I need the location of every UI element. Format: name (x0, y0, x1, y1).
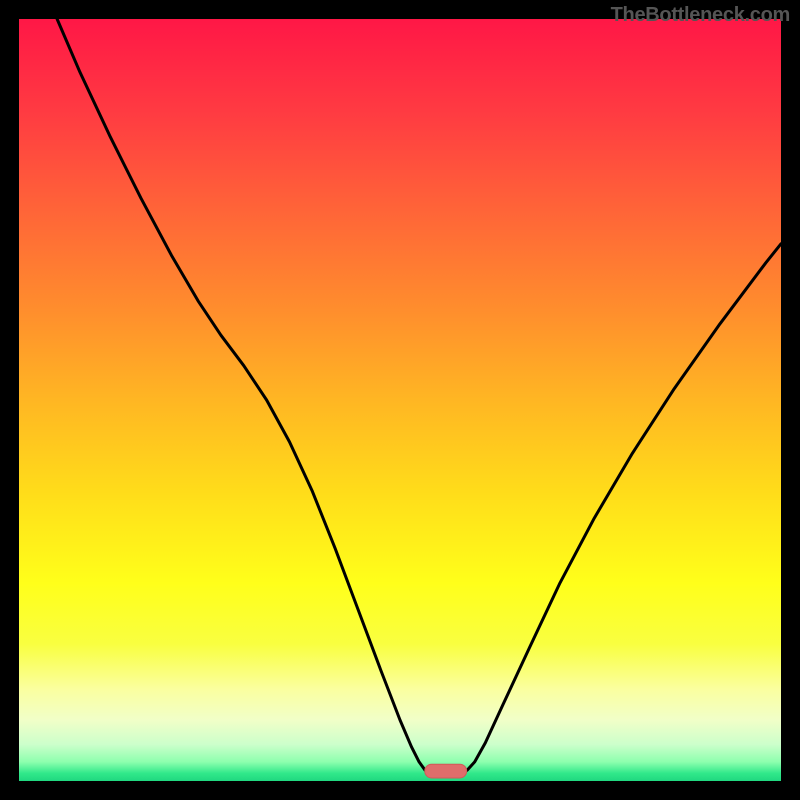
optimal-marker (425, 764, 467, 778)
watermark-text: TheBottleneck.com (611, 4, 790, 27)
chart-svg (0, 0, 800, 800)
bottleneck-chart: TheBottleneck.com (0, 0, 800, 800)
